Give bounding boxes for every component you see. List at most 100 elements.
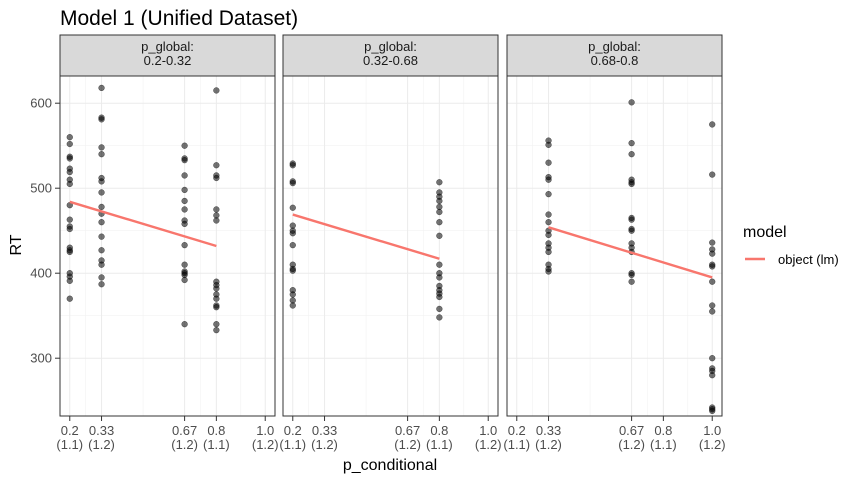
facet-plot-area — [60, 76, 275, 416]
x-tick-label: 0.33 — [312, 423, 337, 438]
facet-panel-border — [282, 75, 499, 417]
data-point — [98, 178, 105, 185]
data-point — [709, 263, 716, 270]
y-axis-title: RT — [8, 234, 25, 255]
data-point — [181, 242, 188, 249]
facet-strip — [282, 34, 499, 77]
data-point — [98, 151, 105, 158]
data-point — [66, 180, 73, 188]
data-point — [628, 278, 635, 285]
data-point — [181, 206, 188, 213]
data-point — [436, 314, 443, 321]
data-point — [289, 162, 296, 169]
data-point — [545, 268, 552, 275]
data-point — [213, 174, 220, 182]
data-point — [709, 407, 716, 415]
x-tick-label: (1.2) — [535, 437, 562, 452]
facet-panels: p_global:0.2-0.320.2(1.1)0.33(1.2)0.67(1… — [56, 34, 726, 452]
data-point — [98, 84, 105, 92]
data-point — [181, 197, 188, 205]
facet-plot-area — [507, 76, 722, 416]
data-point — [181, 186, 188, 194]
data-point — [66, 225, 73, 233]
data-point — [545, 231, 552, 239]
x-tick-label: 0.2 — [61, 423, 79, 438]
data-point — [436, 197, 443, 205]
x-tick-label: (1.1) — [426, 437, 453, 452]
facet-strip-label: p_global: — [588, 39, 641, 54]
x-tick-label: (1.2) — [88, 437, 115, 452]
data-point — [709, 278, 716, 285]
data-point — [289, 242, 296, 249]
x-tick-label: 0.33 — [89, 423, 114, 438]
x-tick-label: (1.2) — [252, 437, 279, 452]
x-tick-label: 1.0 — [256, 423, 274, 438]
legend-title: model — [743, 224, 787, 241]
facet-strip-label: p_global: — [364, 39, 417, 54]
data-point — [709, 355, 716, 362]
data-point — [436, 208, 443, 216]
data-point — [213, 327, 220, 334]
facet-strip — [59, 34, 276, 77]
x-tick-label: (1.1) — [650, 437, 677, 452]
data-point — [628, 216, 635, 223]
x-tick-label: (1.2) — [171, 437, 198, 452]
facet-plot-area — [283, 76, 498, 416]
data-point — [98, 247, 105, 254]
facet-panel-border — [506, 75, 723, 417]
data-point — [181, 157, 188, 164]
facet-strip — [506, 34, 723, 77]
x-tick-label: (1.1) — [203, 437, 230, 452]
x-tick-label: 0.2 — [284, 423, 302, 438]
data-point — [709, 372, 716, 379]
legend-entry-label: object (lm) — [778, 252, 839, 267]
y-tick-label: 300 — [30, 351, 52, 366]
data-point — [98, 274, 105, 281]
data-point — [98, 203, 105, 211]
data-point — [66, 248, 73, 256]
data-point — [66, 168, 73, 176]
x-tick-label: (1.2) — [699, 437, 726, 452]
data-point — [98, 189, 105, 196]
facet-panel-1: p_global:0.2-0.320.2(1.1)0.33(1.2)0.67(1… — [56, 34, 279, 452]
data-point — [213, 321, 220, 328]
data-point — [289, 291, 296, 298]
data-point — [545, 159, 552, 166]
data-point — [436, 261, 443, 268]
x-tick-label: (1.2) — [394, 437, 421, 452]
x-tick-label: (1.1) — [503, 437, 530, 452]
data-point — [181, 172, 188, 179]
data-point — [436, 219, 443, 226]
facet-strip-label: 0.32-0.68 — [363, 53, 418, 68]
x-tick-label: 0.67 — [619, 423, 644, 438]
data-point — [181, 321, 188, 328]
data-point — [628, 271, 635, 279]
data-point — [545, 176, 552, 183]
facet-strip-label: 0.68-0.8 — [591, 53, 639, 68]
data-point — [98, 281, 105, 288]
data-point — [436, 179, 443, 186]
y-tick-label: 600 — [30, 96, 52, 111]
data-point — [66, 140, 73, 148]
data-point — [436, 274, 443, 281]
data-point — [545, 191, 552, 198]
data-point — [98, 219, 105, 226]
data-point — [181, 261, 188, 268]
x-tick-label: 0.67 — [395, 423, 420, 438]
x-tick-label: 1.0 — [479, 423, 497, 438]
data-point — [181, 276, 188, 284]
y-tick-label: 500 — [30, 181, 52, 196]
data-point — [98, 116, 105, 123]
data-point — [213, 217, 220, 224]
x-tick-label: 1.0 — [703, 423, 721, 438]
facet-strip-label: 0.2-0.32 — [144, 53, 192, 68]
facet-panel-3: p_global:0.68-0.80.2(1.1)0.33(1.2)0.67(1… — [503, 34, 726, 452]
data-point — [213, 87, 220, 94]
data-point — [289, 230, 296, 237]
data-point — [289, 204, 296, 211]
data-point — [213, 285, 220, 292]
facet-panel-border — [59, 75, 276, 417]
x-tick-label: (1.2) — [311, 437, 338, 452]
data-point — [709, 250, 716, 257]
